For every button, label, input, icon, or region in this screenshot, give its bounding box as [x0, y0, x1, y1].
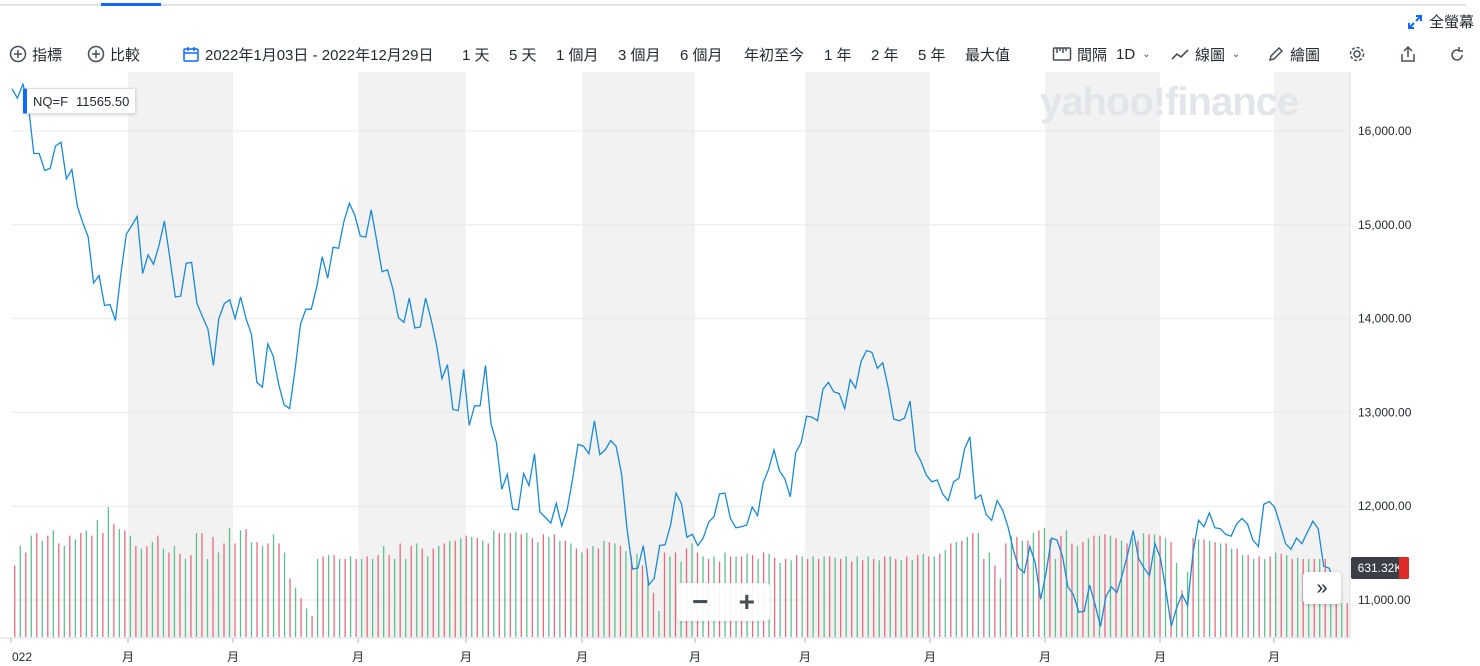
range-label: 2 年 — [871, 46, 899, 64]
range-label: 1 個月 — [556, 46, 599, 64]
zoom-in-button[interactable]: + — [738, 586, 755, 617]
month-band — [582, 72, 695, 638]
range-5y[interactable]: 5 年 — [918, 40, 946, 68]
zoom-out-button[interactable]: − — [692, 586, 709, 617]
ruler-icon — [1052, 47, 1072, 61]
compare-label: 比較 — [110, 46, 141, 64]
zoom-controls: − + — [677, 583, 770, 621]
x-tick-label: 月 — [227, 650, 239, 664]
range-label: 3 個月 — [618, 46, 661, 64]
draw-label: 繪圖 — [1290, 46, 1321, 64]
x-tick-label: 月 — [122, 650, 134, 664]
y-tick-label: 11,000.00 — [1358, 593, 1411, 607]
date-range-label: 2022年1月03日 - 2022年12月29日 — [205, 46, 434, 64]
scroll-right-button[interactable]: » — [1303, 572, 1341, 604]
chart-area[interactable]: 16,000.00 15,000.00 14,000.00 13,000.00 12,0… — [0, 72, 1480, 666]
range-ytd[interactable]: 年初至今 — [744, 40, 804, 68]
chart-toolbar: 指標 比較 2022年1月03日 - 2022年12月29日 1 天 5 天 1… — [0, 40, 1480, 68]
calendar-icon — [183, 47, 199, 62]
top-divider — [0, 4, 1466, 6]
x-tick-label: 022 — [12, 650, 32, 664]
x-tick-label: 月 — [576, 650, 588, 664]
symbol-name: NQ=F — [33, 93, 69, 109]
chart-type-dropdown[interactable]: 線圖 ⌄ — [1170, 40, 1240, 68]
fullscreen-button[interactable]: 全螢幕 — [1407, 11, 1474, 32]
chevron-down-icon: ⌄ — [1232, 48, 1241, 60]
yahoo-finance-logo: yahoo!finance — [1040, 80, 1299, 124]
range-label: 1 天 — [462, 46, 490, 64]
x-tick-label: 月 — [924, 650, 936, 664]
range-1y[interactable]: 1 年 — [824, 40, 852, 68]
interval-label: 間隔 — [1077, 46, 1108, 64]
interval-dropdown[interactable]: 間隔 1D ⌄ — [1052, 40, 1151, 68]
x-tick-label: 月 — [799, 650, 811, 664]
price-line — [11, 81, 1341, 627]
reset-button[interactable] — [1448, 40, 1466, 68]
top-bar — [0, 0, 1480, 8]
plus-circle-icon — [87, 45, 105, 63]
range-3m[interactable]: 3 個月 — [618, 40, 661, 68]
y-tick-label: 14,000.00 — [1358, 312, 1412, 326]
x-tick-label: 月 — [689, 650, 701, 664]
double-chevron-right-icon: » — [1316, 576, 1328, 599]
range-label: 5 年 — [918, 46, 946, 64]
month-band — [358, 72, 466, 638]
x-tick-label: 月 — [1268, 650, 1280, 664]
y-tick-label: 13,000.00 — [1358, 405, 1412, 419]
settings-button[interactable] — [1348, 40, 1366, 68]
share-icon — [1401, 45, 1415, 62]
x-tick-label: 月 — [460, 650, 472, 664]
draw-button[interactable]: 繪圖 — [1267, 40, 1320, 68]
pencil-icon — [1268, 46, 1284, 62]
range-5d[interactable]: 5 天 — [509, 40, 537, 68]
range-label: 1 年 — [824, 46, 852, 64]
y-tick-label: 16,000.00 — [1358, 124, 1412, 138]
range-label: 5 天 — [509, 46, 537, 64]
price-chart[interactable]: 16,000.00 15,000.00 14,000.00 13,000.00 12,0… — [0, 72, 1480, 666]
range-label: 最大值 — [965, 46, 1011, 64]
x-tick-label: 月 — [1154, 650, 1166, 664]
range-2y[interactable]: 2 年 — [871, 40, 899, 68]
share-button[interactable] — [1399, 40, 1417, 68]
range-1d[interactable]: 1 天 — [462, 40, 490, 68]
indicators-button[interactable]: 指標 — [9, 40, 62, 68]
fullscreen-label: 全螢幕 — [1428, 14, 1474, 31]
range-label: 6 個月 — [680, 46, 723, 64]
range-6m[interactable]: 6 個月 — [680, 40, 723, 68]
chart-type-label: 線圖 — [1195, 46, 1226, 64]
chevron-down-icon: ⌄ — [1142, 48, 1151, 60]
range-label: 年初至今 — [744, 46, 805, 64]
month-band — [1274, 72, 1350, 638]
expand-icon — [1407, 14, 1422, 29]
symbol-value: 11565.50 — [76, 93, 130, 109]
indicators-label: 指標 — [32, 46, 63, 64]
range-max[interactable]: 最大值 — [965, 40, 1010, 68]
plus-circle-icon — [9, 45, 27, 63]
y-tick-label: 15,000.00 — [1358, 218, 1412, 232]
volume-tag-marker — [1399, 557, 1409, 579]
compare-button[interactable]: 比較 — [87, 40, 140, 68]
month-band — [128, 72, 233, 638]
y-tick-label: 12,000.00 — [1358, 499, 1412, 513]
month-band — [1045, 72, 1160, 638]
x-tick-label: 月 — [1039, 650, 1051, 664]
refresh-icon — [1451, 47, 1463, 61]
active-tab-indicator — [101, 3, 161, 6]
line-chart-icon — [1171, 49, 1189, 60]
volume-tag: 631.32K — [1351, 557, 1409, 579]
symbol-tag: NQ=F 11565.50 — [23, 88, 137, 114]
month-band — [805, 72, 930, 638]
interval-value: 1D — [1116, 45, 1136, 63]
gear-icon — [1349, 46, 1365, 62]
x-tick-label: 月 — [352, 650, 364, 664]
date-range-button[interactable]: 2022年1月03日 - 2022年12月29日 — [182, 40, 433, 68]
range-1m[interactable]: 1 個月 — [556, 40, 599, 68]
